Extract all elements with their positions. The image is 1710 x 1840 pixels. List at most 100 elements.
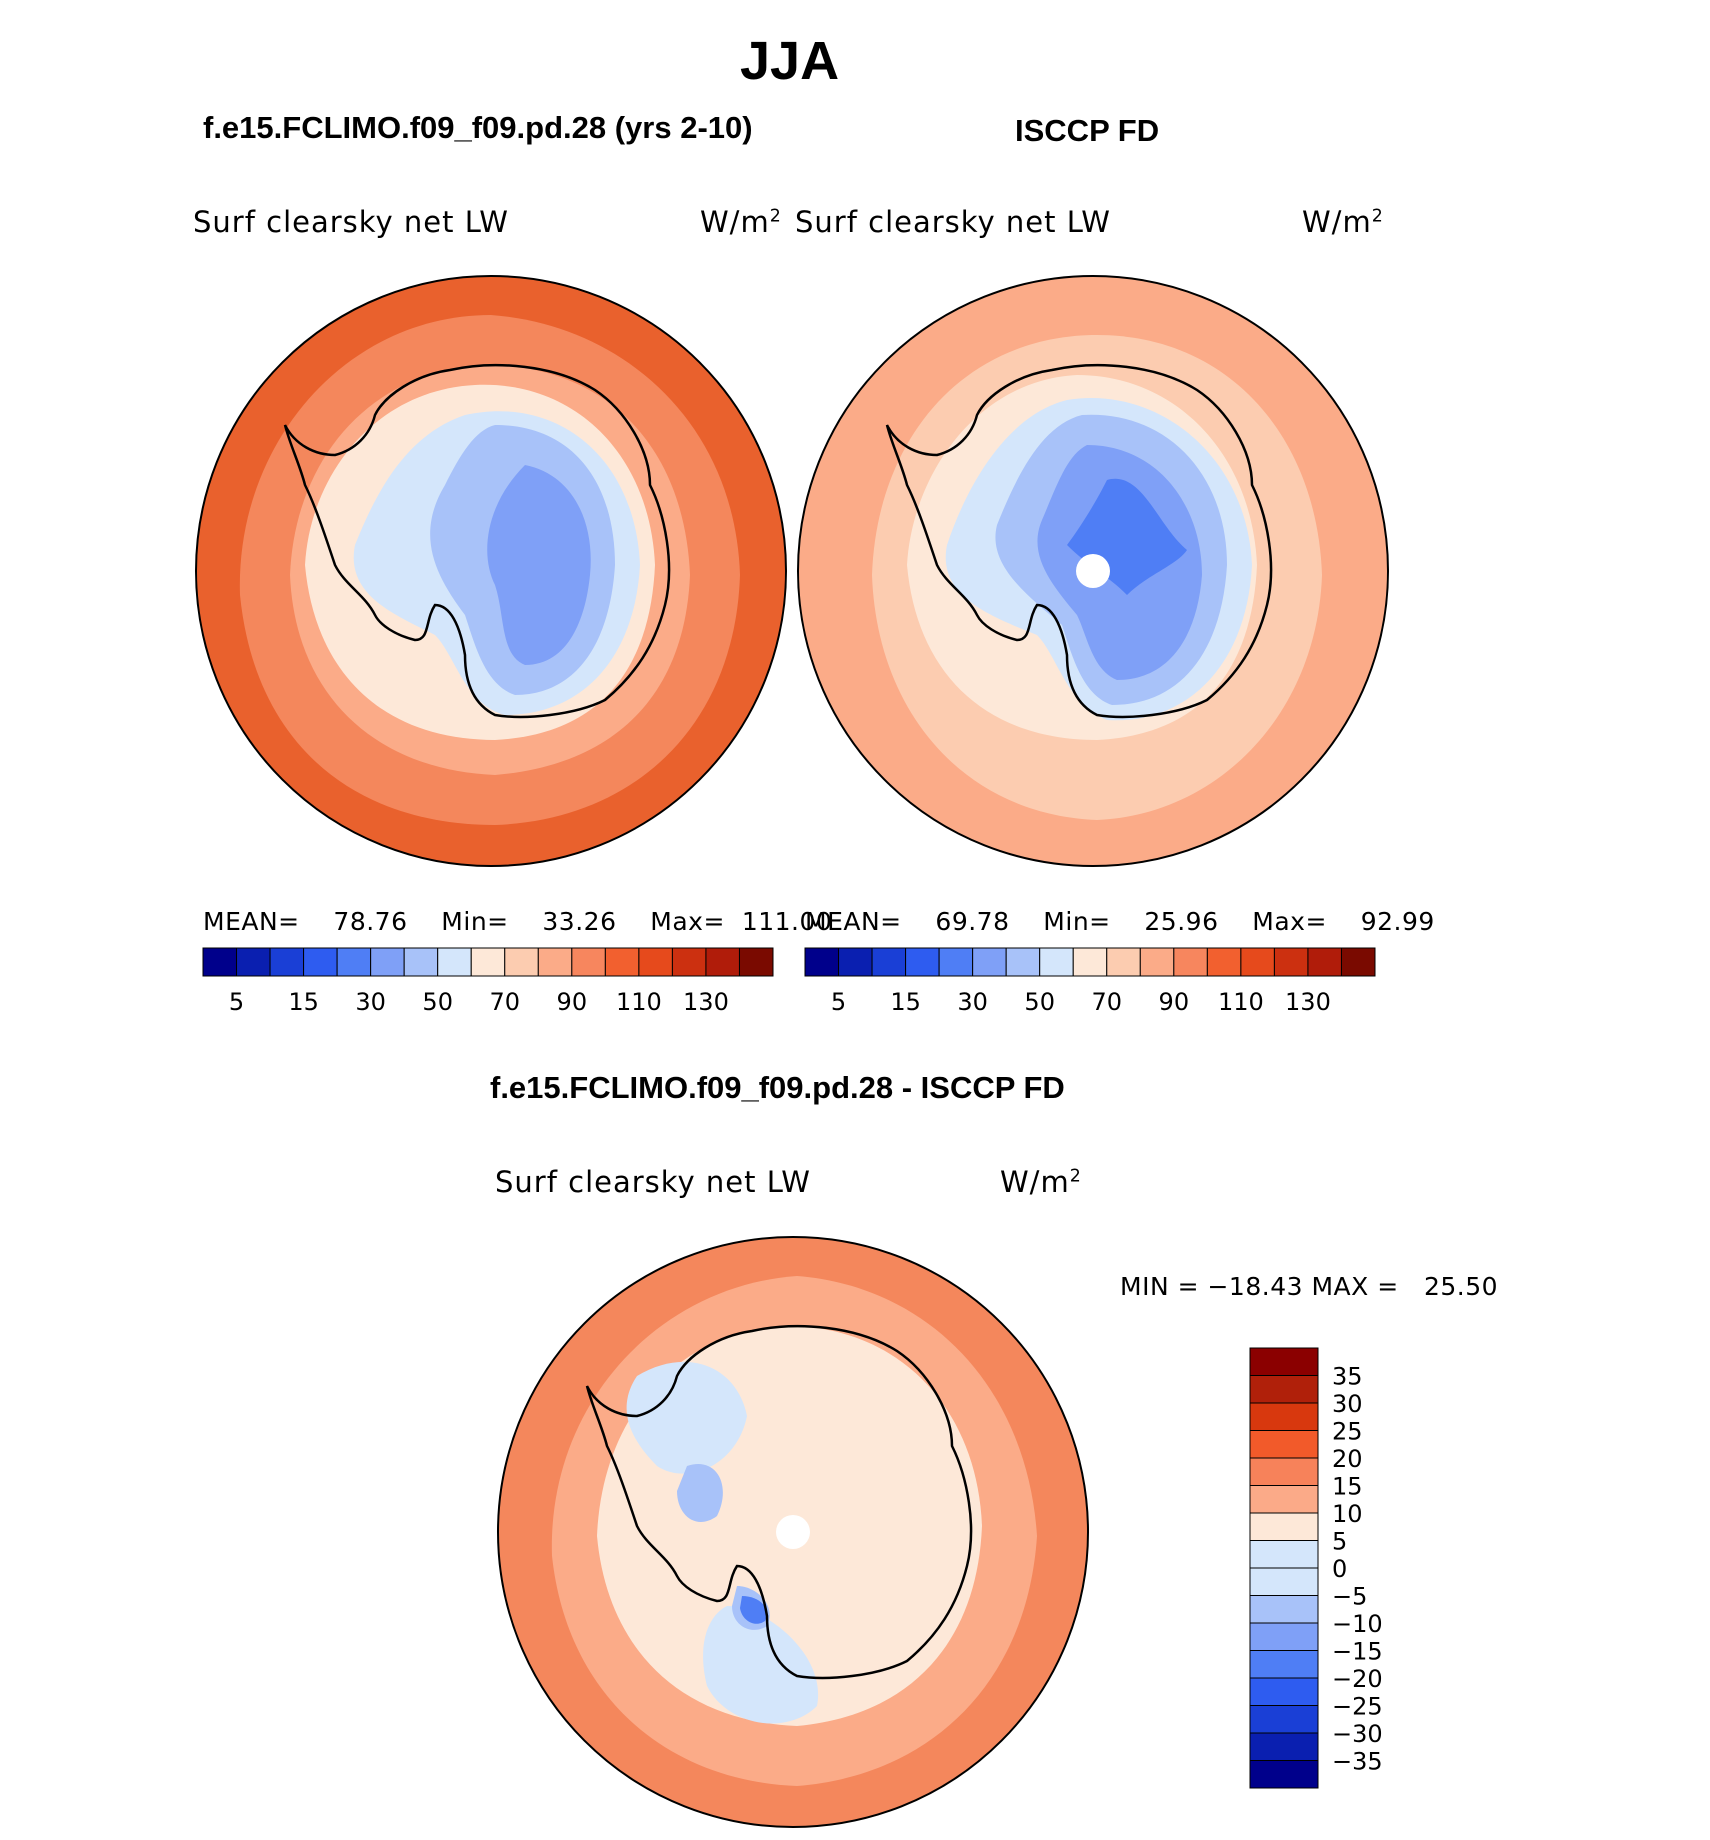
colorbar-swatch (738, 947, 774, 977)
max-value: 111.00 (741, 907, 833, 936)
left-variable-label: Surf clearsky net LW (193, 205, 509, 239)
max-label: Max= (650, 907, 725, 936)
colorbar-tick-label: 90 (1159, 988, 1190, 1016)
colorbar-tick-label: 30 (1332, 1390, 1363, 1418)
colorbar-swatch (1249, 1622, 1319, 1651)
colorbar-swatch (1249, 1567, 1319, 1596)
diff-polar-map (497, 1236, 1089, 1828)
colorbar-swatch (1307, 947, 1342, 977)
colorbar-swatch (437, 947, 472, 977)
colorbar-swatch (571, 947, 606, 977)
colorbar-swatch (1139, 947, 1175, 977)
colorbar-tick-label: −5 (1332, 1583, 1367, 1611)
min-value: 33.26 (542, 907, 617, 936)
colorbar-swatch (1106, 947, 1141, 977)
antarctica-coastline (885, 363, 1273, 719)
min-label: Min= (1043, 907, 1111, 936)
map-fill-negative-2 (677, 1464, 770, 1630)
colorbar-swatch (1249, 1595, 1319, 1624)
colorbar-tick-label: 90 (557, 988, 588, 1016)
colorbar-swatch (1249, 1457, 1319, 1486)
right-polar-map (797, 275, 1389, 867)
colorbar-swatch (1249, 1375, 1319, 1404)
colorbar-swatch (838, 947, 873, 977)
colorbar-swatch (905, 947, 940, 977)
colorbar-swatch (336, 947, 372, 977)
colorbar-tick-label: 50 (422, 988, 453, 1016)
right-variable-label: Surf clearsky net LW (795, 205, 1111, 239)
right-case-title: ISCCP FD (1015, 113, 1160, 148)
colorbar-tick-label: 5 (1332, 1528, 1347, 1556)
colorbar-tick-label: 5 (229, 988, 244, 1016)
max-value: 92.99 (1360, 907, 1435, 936)
colorbar-swatch (804, 947, 840, 977)
colorbar-swatch (1249, 1485, 1319, 1514)
colorbar-swatch (604, 947, 640, 977)
colorbar-tick-label: 110 (616, 988, 662, 1016)
colorbar-tick-label: 15 (1332, 1473, 1363, 1501)
colorbar-swatch (537, 947, 573, 977)
colorbar-swatch (1240, 947, 1275, 977)
left-units-label: W/m2 (700, 205, 782, 239)
colorbar-tick-label: 20 (1332, 1445, 1363, 1473)
colorbar-tick-label: 30 (355, 988, 386, 1016)
colorbar-swatch (1249, 1732, 1319, 1761)
colorbar-swatch (1249, 1402, 1319, 1431)
mean-label: MEAN= (805, 907, 902, 936)
colorbar-swatch (1206, 947, 1242, 977)
colorbar-swatch (370, 947, 405, 977)
colorbar-swatch (1249, 1760, 1319, 1789)
colorbar-tick-label: 70 (1091, 988, 1122, 1016)
diff-minmax: MIN = −18.43 MAX = 25.50 (1120, 1272, 1499, 1301)
colorbar-swatch (1249, 1347, 1319, 1376)
mean-value: 69.78 (935, 907, 1010, 936)
colorbar-swatch (938, 947, 974, 977)
colorbar-swatch (1039, 947, 1074, 977)
pole-hole (776, 1515, 810, 1549)
map-border (195, 275, 787, 867)
colorbar-swatch (470, 947, 506, 977)
colorbar-tick-label: 130 (1285, 988, 1331, 1016)
colorbar-tick-label: 10 (1332, 1500, 1363, 1528)
left-case-title: f.e15.FCLIMO.f09_f09.pd.28 (yrs 2-10) (203, 110, 753, 145)
colorbar-tick-label: −20 (1332, 1665, 1383, 1693)
colorbar-swatch (1340, 947, 1376, 977)
colorbar-tick-label: 25 (1332, 1418, 1363, 1446)
right-colorbar: 5 15 30 50 70 90 110 130 (804, 947, 1376, 1016)
colorbar-tick-label: −30 (1332, 1720, 1383, 1748)
colorbar-swatch (202, 947, 238, 977)
colorbar-tick-label: 110 (1218, 988, 1264, 1016)
colorbar-swatch (1249, 1677, 1319, 1706)
colorbar-swatch (1249, 1512, 1319, 1541)
colorbar-swatch (403, 947, 439, 977)
colorbar-swatch (972, 947, 1007, 977)
right-units-label: W/m2 (1302, 205, 1384, 239)
max-label: Max= (1252, 907, 1327, 936)
units-text: W/m (1000, 1165, 1070, 1199)
diff-case-title: f.e15.FCLIMO.f09_f09.pd.28 - ISCCP FD (490, 1070, 1065, 1105)
colorbar-swatch (303, 947, 338, 977)
left-polar-map (195, 275, 787, 867)
antarctica-coastline (283, 363, 671, 719)
colorbar-swatch (504, 947, 539, 977)
colorbar-swatch (1173, 947, 1208, 977)
colorbar-tick-label: 15 (288, 988, 319, 1016)
colorbar-swatch (1249, 1705, 1319, 1734)
colorbar-tick-label: 130 (683, 988, 729, 1016)
min-label: Min= (441, 907, 509, 936)
colorbar-swatch (871, 947, 907, 977)
diff-variable-label: Surf clearsky net LW (495, 1165, 811, 1199)
colorbar-tick-label: −25 (1332, 1693, 1383, 1721)
map-border (797, 275, 1389, 867)
colorbar-swatch (1072, 947, 1108, 977)
colorbar-swatch (1273, 947, 1309, 977)
colorbar-swatch (1249, 1540, 1319, 1569)
mean-value: 78.76 (333, 907, 408, 936)
units-exponent: 2 (769, 206, 782, 227)
colorbar-tick-label: −35 (1332, 1748, 1383, 1776)
colorbar-tick-label: 30 (957, 988, 988, 1016)
colorbar-tick-label: 50 (1024, 988, 1055, 1016)
mean-label: MEAN= (203, 907, 300, 936)
colorbar-tick-label: −10 (1332, 1610, 1383, 1638)
